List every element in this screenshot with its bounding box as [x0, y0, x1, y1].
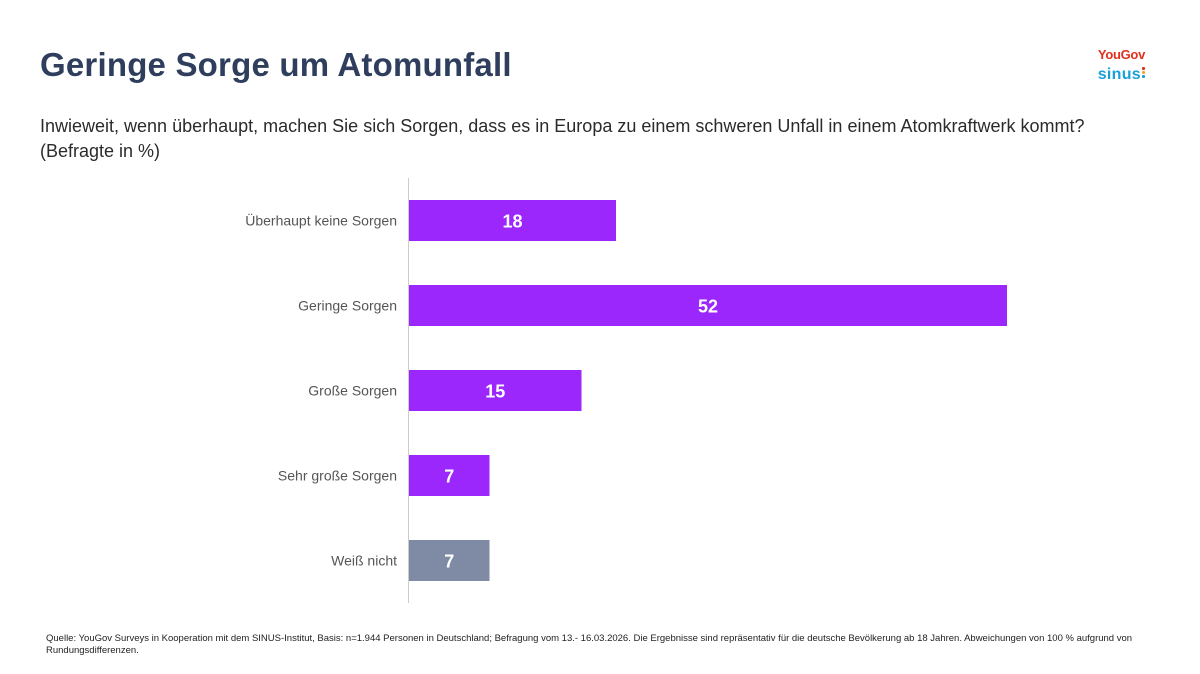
category-label-3: Sehr große Sorgen: [278, 468, 397, 484]
sinus-dot-blue: [1142, 75, 1145, 78]
value-label-4: 7: [444, 552, 454, 572]
value-label-2: 15: [485, 382, 505, 402]
sinus-logo-dots: [1142, 66, 1145, 78]
source-footnote: Quelle: YouGov Surveys in Kooperation mi…: [46, 633, 1133, 656]
bar-2: [409, 370, 582, 411]
bars-group: Überhaupt keine Sorgen 18 Geringe Sorgen 52…: [245, 200, 1007, 581]
bar-3: [409, 455, 490, 496]
value-label-1: 52: [698, 297, 718, 317]
value-label-0: 18: [502, 212, 522, 232]
category-label-4: Weiß nicht: [331, 553, 397, 569]
bar-0: [409, 200, 616, 241]
category-label-1: Geringe Sorgen: [298, 298, 397, 314]
sinus-logo: sinus: [1098, 66, 1145, 84]
sinus-dot-yellow: [1142, 71, 1145, 74]
bar-1: [409, 285, 1007, 326]
chart-question: Inwieweit, wenn überhaupt, machen Sie si…: [40, 116, 1085, 161]
category-label-2: Große Sorgen: [308, 383, 397, 399]
value-label-3: 7: [444, 467, 454, 487]
yougov-logo: YouGov: [1097, 47, 1145, 62]
sinus-dot-red: [1142, 67, 1145, 70]
page-title: Geringe Sorge um Atomunfall: [40, 46, 512, 83]
bar-4: [409, 540, 490, 581]
sinus-logo-text: sinus: [1097, 66, 1141, 83]
category-label-0: Überhaupt keine Sorgen: [245, 212, 397, 229]
